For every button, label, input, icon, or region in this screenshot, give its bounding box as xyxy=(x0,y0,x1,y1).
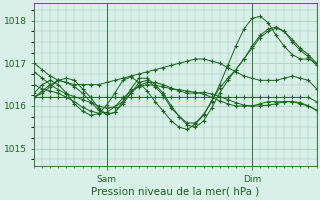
X-axis label: Pression niveau de la mer( hPa ): Pression niveau de la mer( hPa ) xyxy=(91,187,260,197)
